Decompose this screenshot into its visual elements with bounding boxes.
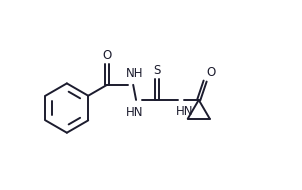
Text: O: O [102, 49, 112, 62]
Text: HN: HN [175, 105, 193, 118]
Text: HN: HN [126, 106, 143, 119]
Text: S: S [153, 64, 161, 77]
Text: NH: NH [126, 67, 143, 80]
Text: O: O [207, 66, 216, 79]
